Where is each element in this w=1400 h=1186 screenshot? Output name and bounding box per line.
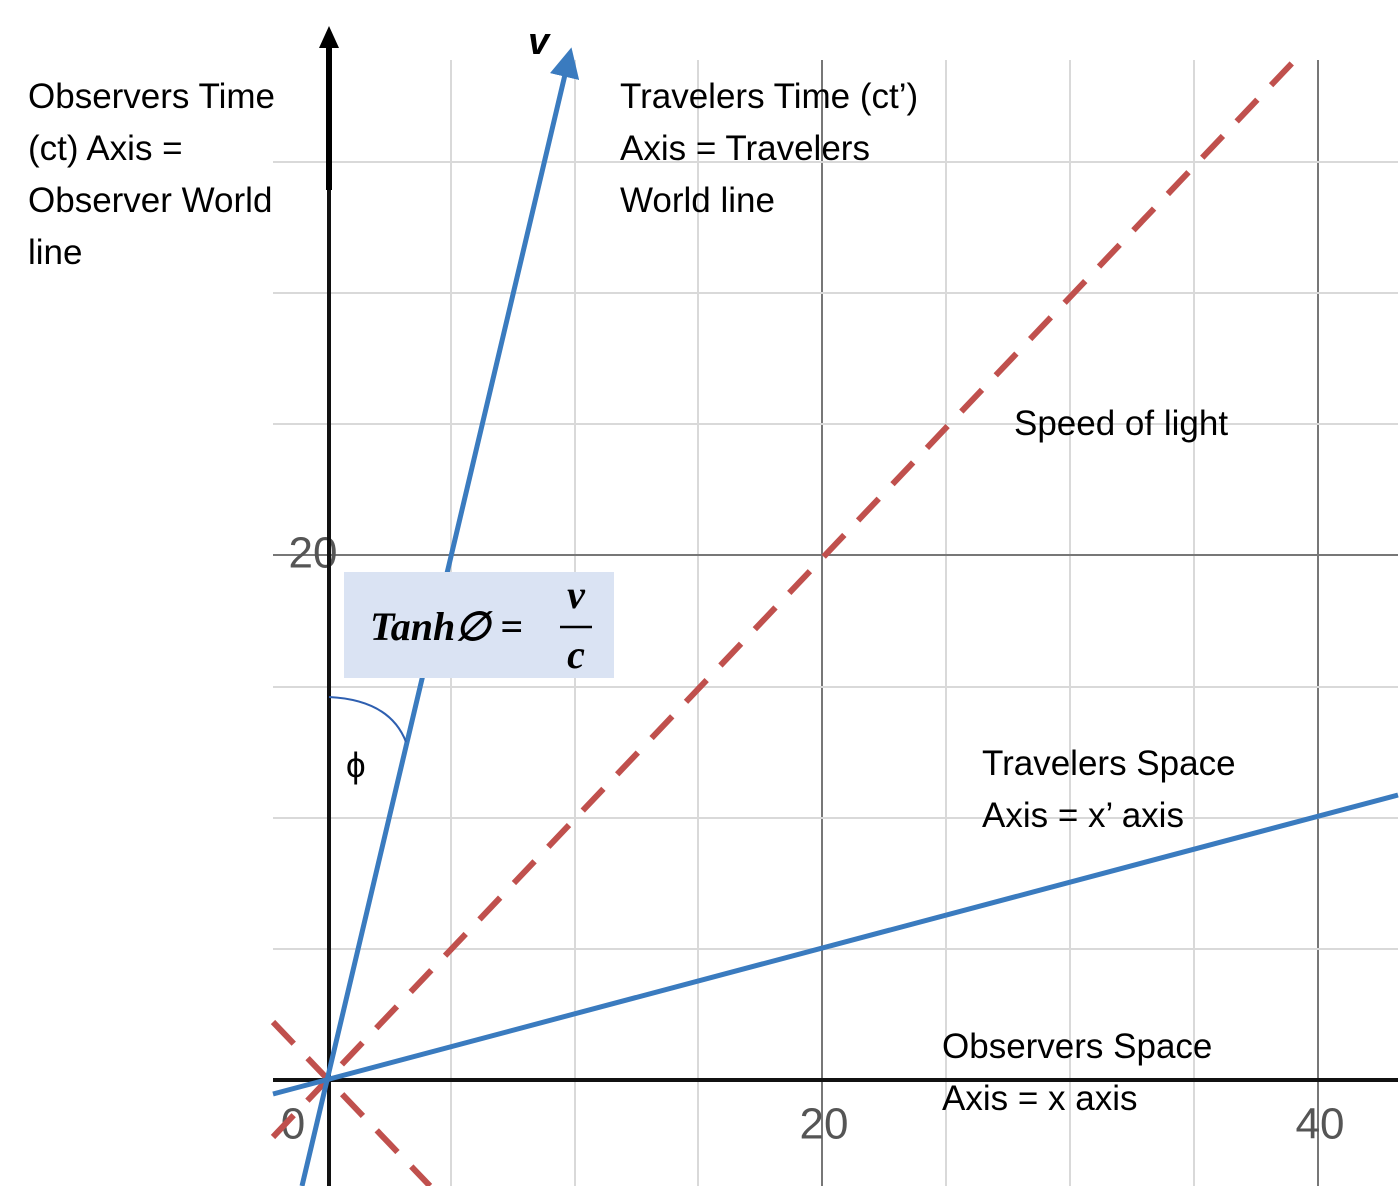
formula-denominator: c <box>567 632 585 677</box>
angle-label: ϕ <box>346 746 366 785</box>
label: (ct) Axis = <box>28 129 183 168</box>
label: World line <box>620 181 775 220</box>
label: Axis = x axis <box>942 1079 1137 1118</box>
traveler-space-axis <box>272 792 1399 1097</box>
arrowhead <box>319 26 339 48</box>
label: line <box>28 233 82 272</box>
label: Travelers Time (ct’) <box>620 77 918 116</box>
formula-box <box>344 572 614 678</box>
x-tick-label: 20 <box>800 1100 849 1149</box>
label: Axis = Travelers <box>620 129 870 168</box>
velocity-label: v <box>528 21 551 63</box>
label: Observers Time <box>28 77 275 116</box>
label: Speed of light <box>1014 404 1228 443</box>
label: Observers Space <box>942 1027 1212 1066</box>
formula-lhs: Tanh∅ = <box>370 604 523 649</box>
label: Observer World <box>28 181 272 220</box>
formula-numerator: v <box>567 572 586 617</box>
label: Axis = x’ axis <box>982 796 1184 835</box>
grid <box>273 60 1398 1186</box>
label: Travelers Space <box>982 744 1236 783</box>
light-line <box>270 1019 433 1186</box>
x-tick-label: 40 <box>1296 1100 1345 1149</box>
angle-arc <box>328 696 407 743</box>
